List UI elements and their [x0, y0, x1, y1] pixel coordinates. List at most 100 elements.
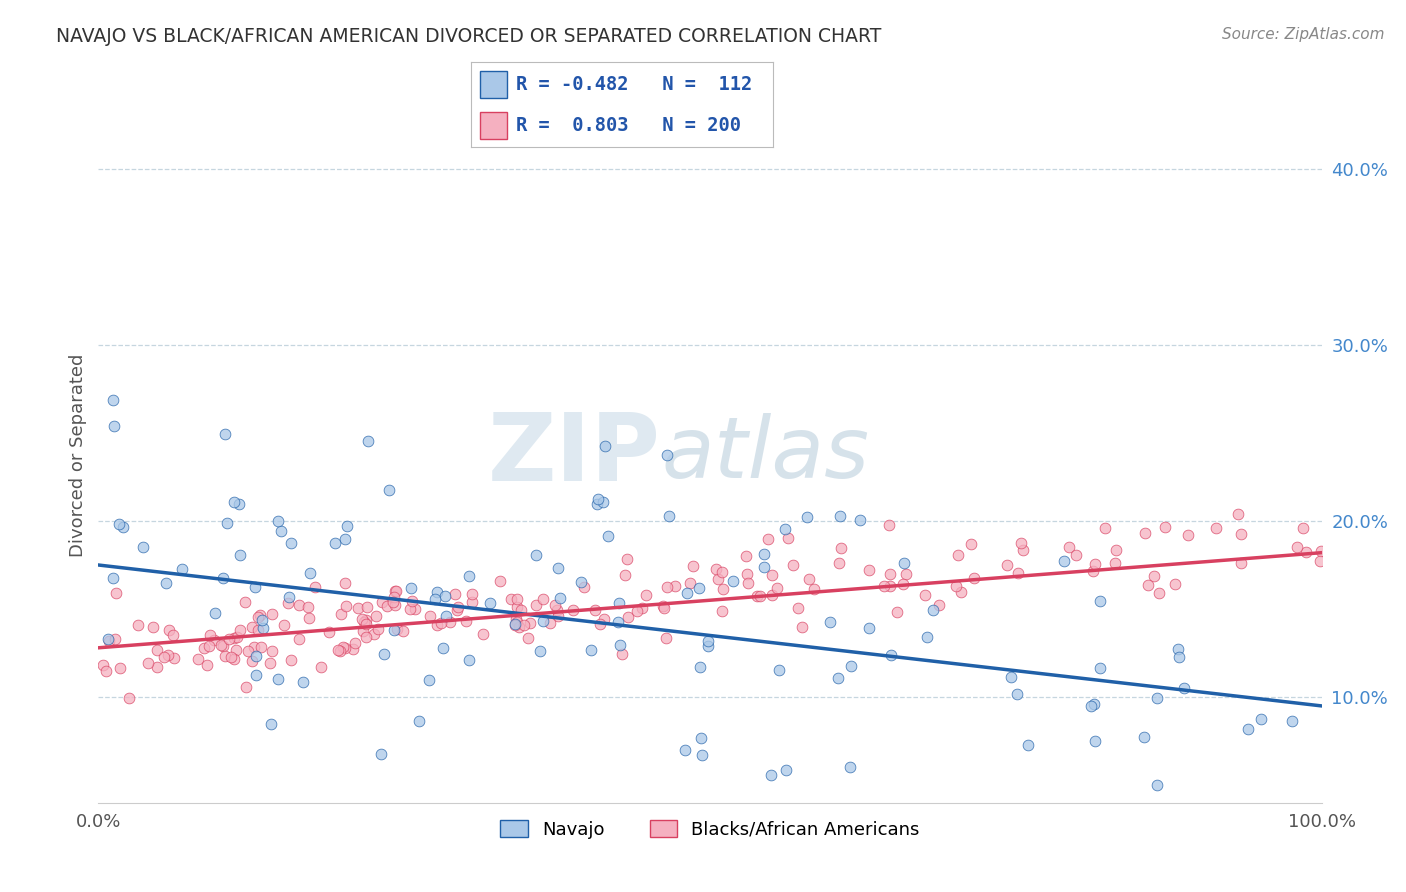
Point [262, 607, 284, 621]
Point [830, 541, 852, 555]
Point [1237, 722, 1260, 736]
Point [1007, 566, 1029, 580]
Point [1057, 540, 1080, 554]
Point [157, 624, 180, 638]
Point [249, 607, 271, 622]
Point [1053, 553, 1076, 567]
Point [221, 650, 243, 665]
Point [330, 607, 353, 621]
Point [94, 664, 117, 678]
Point [211, 639, 233, 653]
Point [1164, 577, 1187, 591]
Point [356, 630, 378, 644]
Point [318, 624, 340, 639]
Point [786, 601, 808, 615]
Point [1250, 712, 1272, 726]
Point [111, 520, 134, 534]
Point [524, 598, 547, 612]
Point [818, 615, 841, 629]
Point [335, 532, 357, 546]
Point [222, 494, 245, 508]
Point [1081, 565, 1104, 579]
Bar [479, 71, 508, 98]
Point [893, 556, 915, 570]
Point [472, 626, 495, 640]
Point [236, 644, 259, 658]
Point [488, 574, 510, 588]
Point [101, 571, 124, 585]
Point [404, 602, 426, 616]
Point [193, 641, 215, 656]
Point [370, 747, 392, 762]
Point [399, 601, 422, 615]
Point [775, 763, 797, 777]
Point [1226, 507, 1249, 521]
Point [447, 599, 470, 614]
Point [247, 623, 270, 637]
Point [499, 591, 522, 606]
Point [626, 604, 648, 618]
Text: ZIP: ZIP [488, 409, 661, 501]
Point [796, 509, 818, 524]
Point [752, 560, 775, 574]
Point [214, 427, 236, 442]
Point [506, 600, 529, 615]
Point [200, 627, 222, 641]
Point [839, 658, 862, 673]
Point [228, 497, 250, 511]
Point [335, 519, 357, 533]
Point [689, 660, 711, 674]
Point [548, 591, 571, 606]
Text: R = -0.482   N =  112: R = -0.482 N = 112 [516, 75, 752, 94]
Point [332, 640, 354, 654]
Point [1173, 681, 1195, 695]
Point [928, 598, 950, 612]
Point [754, 547, 776, 561]
Point [153, 650, 176, 665]
Point [127, 618, 149, 632]
Point [634, 588, 657, 602]
Point [104, 632, 127, 647]
Point [103, 418, 125, 433]
Point [593, 612, 616, 626]
Point [408, 714, 430, 729]
Point [513, 618, 536, 632]
Point [581, 643, 603, 657]
Point [673, 743, 696, 757]
Point [461, 587, 484, 601]
Point [664, 579, 686, 593]
Point [706, 572, 728, 586]
Point [142, 620, 165, 634]
Point [1017, 738, 1039, 752]
Point [696, 639, 718, 653]
Point [1084, 557, 1107, 571]
Point [1309, 544, 1331, 558]
Point [531, 592, 554, 607]
Point [401, 594, 423, 608]
Point [384, 598, 406, 612]
Point [105, 586, 128, 600]
Point [1064, 548, 1087, 562]
Point [538, 615, 561, 630]
Point [287, 632, 309, 646]
Point [187, 652, 209, 666]
Point [347, 601, 370, 615]
Point [195, 657, 218, 672]
Point [352, 624, 374, 639]
Point [1281, 714, 1303, 729]
Point [614, 567, 637, 582]
Point [1177, 528, 1199, 542]
Point [873, 579, 896, 593]
Point [156, 648, 179, 663]
Point [443, 587, 465, 601]
Point [946, 548, 969, 562]
Point [197, 640, 219, 654]
Point [132, 540, 155, 554]
Point [595, 439, 617, 453]
Point [690, 748, 713, 763]
Point [335, 640, 357, 655]
Point [243, 640, 266, 655]
Point [1083, 734, 1105, 748]
Point [960, 537, 983, 551]
Point [690, 731, 713, 746]
